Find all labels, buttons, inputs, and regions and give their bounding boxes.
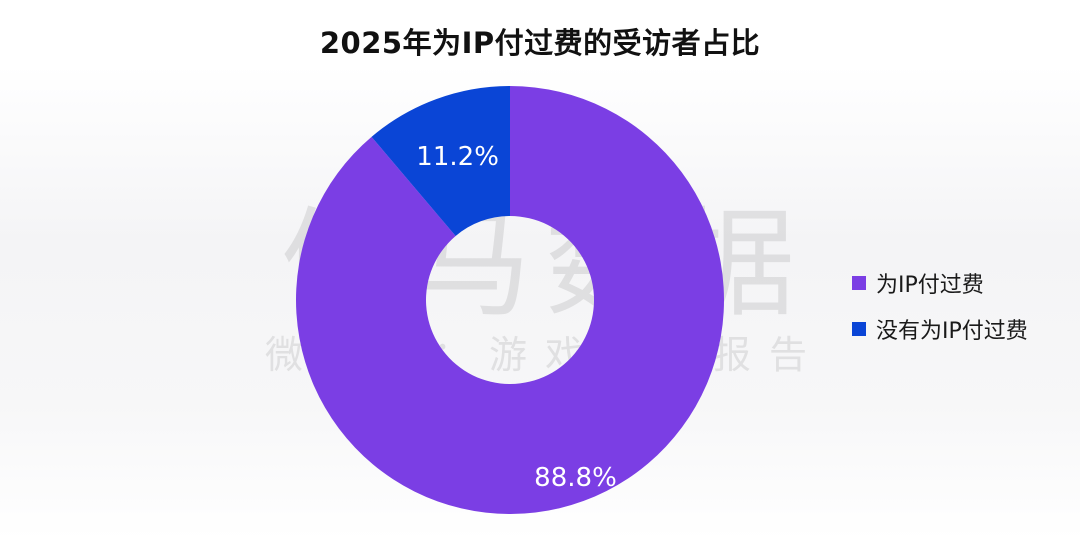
chart-legend: 为IP付过费 没有为IP付过费	[852, 266, 1028, 358]
slice-not-paid	[371, 86, 510, 236]
slice-paid	[295, 86, 724, 514]
legend-label-not-paid: 没有为IP付过费	[876, 318, 1028, 344]
legend-label-paid: 为IP付过费	[876, 272, 984, 298]
legend-swatch-paid	[852, 275, 866, 290]
legend-item-paid: 为IP付过费	[852, 266, 1028, 299]
data-label-paid: 88.8%	[534, 463, 617, 493]
data-label-not-paid: 11.2%	[416, 142, 499, 172]
legend-item-not-paid: 没有为IP付过费	[852, 312, 1028, 345]
legend-swatch-not-paid	[852, 321, 866, 336]
chart-title: 2025年为IP付过费的受访者占比	[319, 26, 761, 60]
